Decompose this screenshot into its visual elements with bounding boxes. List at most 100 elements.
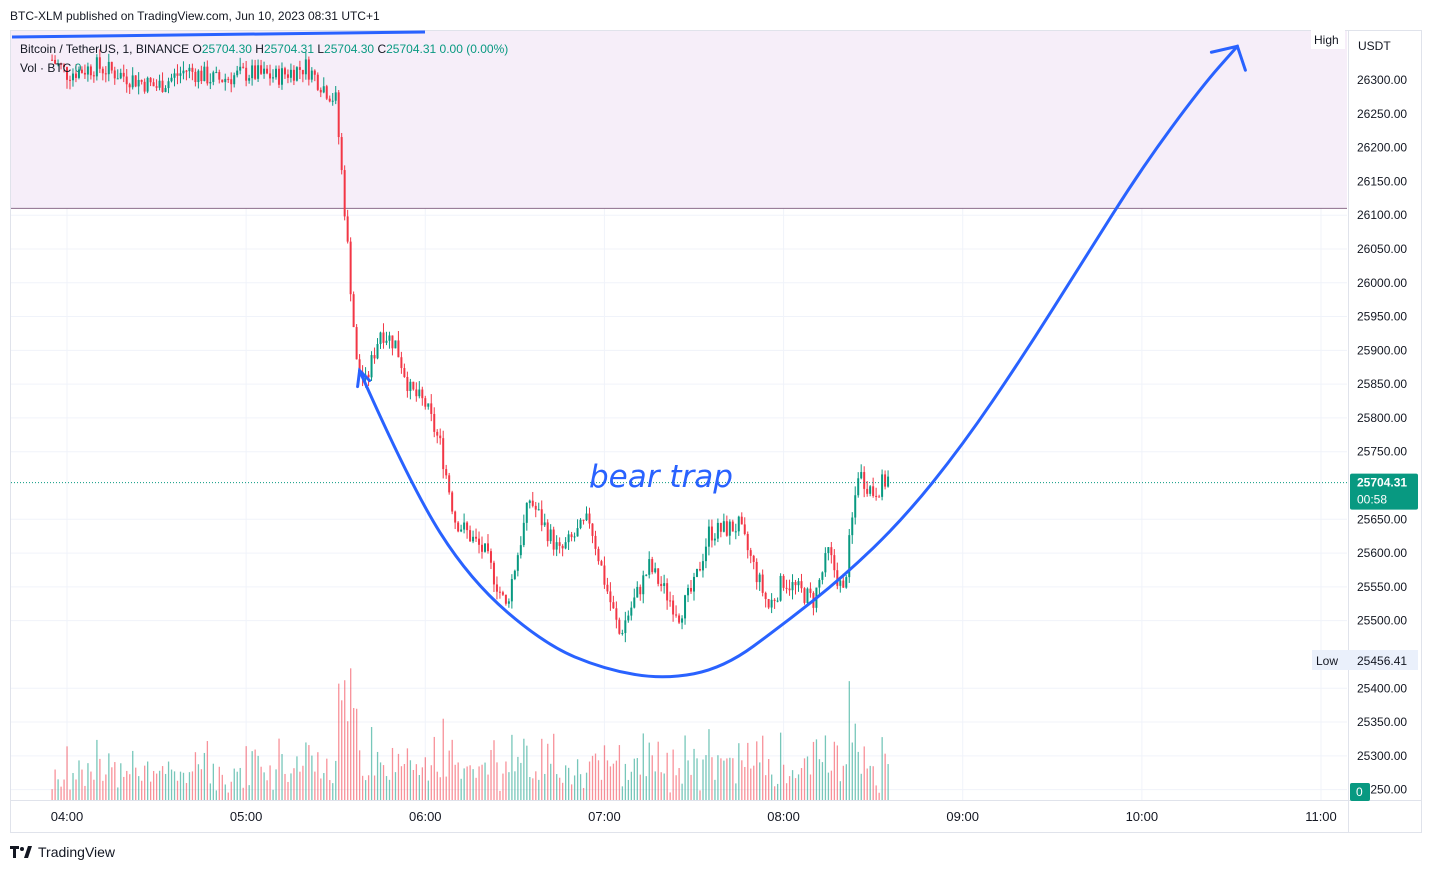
- candle-body: [519, 545, 522, 556]
- candle-body: [818, 579, 821, 588]
- volume-bar: [547, 743, 549, 800]
- candle-body: [385, 340, 388, 343]
- candle-body: [179, 73, 182, 76]
- volume-bar: [851, 742, 853, 800]
- volume-bar: [409, 760, 412, 800]
- candle-body: [95, 57, 98, 77]
- volume-bar: [765, 775, 767, 800]
- volume-bar: [388, 779, 391, 800]
- volume-bars: [51, 668, 889, 800]
- volume-bar: [538, 779, 540, 800]
- symbol-name[interactable]: Bitcoin / TetherUS, 1, BINANCE: [20, 42, 190, 56]
- candle-body: [328, 98, 331, 102]
- volume-bar: [502, 773, 504, 800]
- candle-body: [194, 71, 197, 83]
- volume-bar: [161, 766, 164, 800]
- candle-body: [600, 561, 603, 566]
- volume-bar: [182, 772, 185, 800]
- volume-bar: [227, 792, 229, 800]
- volume-label[interactable]: Vol · BTC: [20, 61, 72, 75]
- volume-bar: [672, 749, 674, 800]
- volume-bar: [320, 778, 322, 800]
- candle-body: [636, 586, 639, 598]
- volume-bar: [299, 771, 301, 800]
- candle-body: [74, 73, 77, 78]
- candle-body: [152, 82, 155, 87]
- volume-bar: [400, 766, 403, 800]
- volume-bar: [421, 767, 423, 800]
- candle-body: [454, 511, 457, 523]
- candle-body: [776, 600, 779, 602]
- candle-body: [388, 335, 391, 341]
- high-value-legend: 25704.31: [263, 42, 315, 56]
- volume-bar: [338, 683, 340, 800]
- candle-body: [110, 61, 113, 71]
- candle-body: [498, 591, 501, 593]
- volume-bar: [609, 766, 612, 800]
- volume-bar: [582, 787, 585, 800]
- volume-bar: [350, 668, 352, 800]
- candle-body: [212, 72, 215, 82]
- tradingview-brand[interactable]: TradingView: [10, 844, 115, 860]
- candle-body: [597, 548, 600, 562]
- volume-bar: [356, 708, 358, 800]
- volume-bar: [771, 774, 773, 800]
- volume-bar: [451, 739, 453, 800]
- time-tick-5: 09:00: [946, 809, 979, 824]
- candle-body: [510, 579, 513, 602]
- volume-bar: [335, 760, 337, 800]
- candle-body: [755, 561, 758, 583]
- volume-bar: [797, 774, 800, 800]
- candle-body: [331, 100, 334, 102]
- candle-body: [594, 535, 597, 549]
- volume-bar: [842, 765, 844, 800]
- volume-bar: [588, 761, 591, 800]
- candles: [51, 49, 890, 643]
- candle-body: [687, 587, 690, 596]
- candle-body: [549, 529, 552, 542]
- volume-bar: [630, 771, 632, 800]
- candle-body: [627, 615, 630, 621]
- candle-body: [651, 559, 654, 573]
- volume-bar: [475, 777, 477, 800]
- volume-bar: [120, 763, 122, 800]
- volume-bar: [463, 768, 465, 800]
- volume-bar: [203, 752, 206, 800]
- candle-body: [695, 568, 698, 577]
- volume-bar: [144, 765, 146, 800]
- volume-bar: [99, 758, 101, 800]
- volume-bar: [663, 773, 665, 800]
- volume-bar: [245, 746, 247, 800]
- candle-body: [803, 588, 806, 603]
- candle-body: [582, 519, 585, 521]
- volume-bar: [556, 774, 558, 800]
- price-tick-15: 25500.00: [1357, 614, 1407, 628]
- candle-body: [463, 522, 466, 530]
- volume-bar: [260, 766, 262, 800]
- candle-body: [758, 574, 761, 583]
- volume-bar: [848, 681, 850, 800]
- candle-body: [60, 63, 63, 65]
- time-tick-4: 08:00: [767, 809, 800, 824]
- candle-body: [274, 68, 277, 78]
- volume-bar: [854, 723, 856, 800]
- candle-body: [394, 340, 397, 349]
- candle-body: [624, 620, 627, 634]
- volume-bar: [448, 750, 450, 800]
- candle-body: [794, 582, 797, 586]
- volume-bar: [508, 772, 510, 800]
- last-price-value: 25704.31: [1357, 476, 1407, 490]
- volume-bar: [364, 780, 367, 800]
- candle-body: [570, 534, 573, 538]
- candle-body: [752, 555, 755, 562]
- candle-body: [283, 68, 286, 75]
- volume-bar: [544, 773, 546, 800]
- candle-body: [104, 73, 107, 75]
- candle-body: [537, 509, 540, 511]
- candle-body: [83, 72, 86, 75]
- candle-body: [654, 568, 657, 573]
- time-tick-6: 10:00: [1126, 809, 1159, 824]
- volume-bar: [442, 718, 444, 800]
- volume-bar: [794, 778, 797, 800]
